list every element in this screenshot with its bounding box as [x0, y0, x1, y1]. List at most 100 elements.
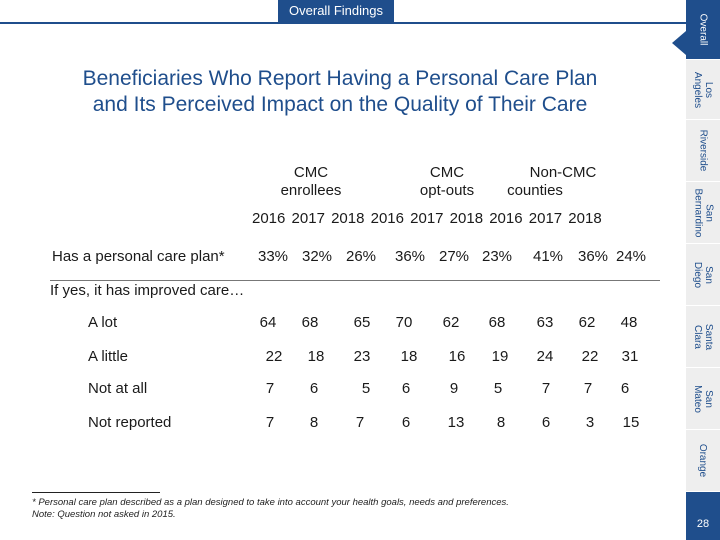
region-tab-label-line: Riverside [697, 129, 709, 172]
table-cell: 5 [361, 380, 371, 397]
region-tab-label-line: Diego [691, 261, 703, 288]
table-cell: 19 [491, 348, 509, 365]
page-title-line-1: Beneficiaries Who Report Having a Person… [82, 67, 598, 90]
plan-value: 26% [346, 248, 377, 265]
group-header-cmc-enrollees: CMC enrollees [268, 164, 354, 200]
page-title-line-2: and Its Perceived Impact on the Quality … [92, 93, 588, 116]
page-number: 28 [696, 518, 710, 530]
table-cell: 65 [353, 314, 371, 331]
table-cell: 68 [488, 314, 506, 331]
region-tab-label: San Diego [692, 261, 714, 287]
group-header-non-cmc-counties: Non-CMC counties [480, 164, 596, 200]
region-tab-rail: Overall Los Angeles Riverside San Bernardino S… [686, 0, 720, 540]
footnote-rule [32, 492, 160, 493]
active-tab-pointer-icon [672, 31, 686, 55]
region-tab-label-line: Bernardino [692, 188, 704, 237]
plan-value: 32% [302, 248, 333, 265]
table-row-label: A lot [88, 314, 118, 331]
region-tab-label: Los Angeles [692, 71, 714, 107]
group-header-line: CMC [293, 164, 329, 181]
region-tab-label-line: Angeles [692, 71, 704, 108]
table-cell: 22 [581, 348, 599, 365]
table-cell: 62 [442, 314, 460, 331]
table-cell: 3 [585, 414, 595, 431]
table-cell: 6 [620, 380, 630, 397]
header-rule [0, 22, 686, 24]
region-tab[interactable]: Los Angeles [686, 60, 720, 120]
region-tab[interactable]: San Bernardino [686, 182, 720, 244]
table-cell: 7 [355, 414, 365, 431]
region-tab[interactable]: Orange [686, 430, 720, 492]
table-cell: 68 [301, 314, 319, 331]
region-tab[interactable]: Riverside [686, 120, 720, 182]
table-cell: 18 [400, 348, 418, 365]
region-tab-label-line: San [702, 265, 714, 284]
group-header-line: CMC [429, 164, 465, 181]
region-tab-label: Santa Clara [692, 323, 714, 349]
page-title: Beneficiaries Who Report Having a Person… [0, 66, 680, 118]
table-cell: 18 [307, 348, 325, 365]
table-cell: 6 [541, 414, 551, 431]
table-cell: 7 [265, 380, 275, 397]
footnote-note: Note: Question not asked in 2015. [32, 509, 176, 520]
table-cell: 62 [578, 314, 596, 331]
table-cell: 23 [353, 348, 371, 365]
region-tab-label-line: Orange [697, 443, 709, 478]
region-tab-label-line: Mateo [691, 384, 703, 413]
subheading-underline [50, 280, 660, 281]
table-cell: 16 [448, 348, 466, 365]
table-cell: 6 [401, 380, 411, 397]
table-cell: 6 [309, 380, 319, 397]
region-tab-label-line: San [703, 203, 715, 222]
footnotes: * Personal care plan described as a plan… [32, 497, 509, 521]
table-cell: 70 [395, 314, 413, 331]
table-cell: 13 [447, 414, 465, 431]
region-tab[interactable]: Santa Clara [686, 306, 720, 368]
table-cell: 24 [536, 348, 554, 365]
region-tab-label: Riverside [698, 130, 709, 172]
improved-care-subheading: If yes, it has improved care… [50, 282, 245, 299]
region-tab-label: San Bernardino [692, 188, 714, 237]
table-row-label: Not at all [88, 380, 148, 397]
plan-value: 36% [395, 248, 426, 265]
region-tab-label: Overall [698, 14, 709, 46]
years-header-row: 2016 2017 2018 2016 2017 2018 2016 2017 … [252, 210, 602, 227]
group-header-line: opt-outs [419, 182, 475, 199]
region-tab[interactable]: San Diego [686, 244, 720, 306]
region-tab[interactable]: San Mateo [686, 368, 720, 430]
group-header-line: counties [507, 182, 563, 199]
plan-value: 23% [482, 248, 513, 265]
region-tab-label-line: Overall [697, 13, 709, 46]
table-cell: 6 [401, 414, 411, 431]
region-tab-label-line: Los [703, 81, 715, 98]
table-cell: 5 [493, 380, 503, 397]
table-cell: 22 [265, 348, 283, 365]
table-cell: 7 [583, 380, 593, 397]
table-row-label: A little [88, 348, 129, 365]
region-tab[interactable]: Overall [686, 0, 720, 60]
group-header-cmc-opt-outs: CMC opt-outs [402, 164, 492, 200]
group-header-line: enrollees [280, 182, 342, 199]
plan-value: 36% [578, 248, 609, 265]
plan-value: 24% [616, 248, 647, 265]
plan-value: 41% [533, 248, 564, 265]
table-cell: 8 [496, 414, 506, 431]
table-cell: 9 [449, 380, 459, 397]
region-tab-label-line: Clara [691, 324, 703, 349]
table-cell: 64 [259, 314, 277, 331]
table-cell: 48 [620, 314, 638, 331]
table-cell: 7 [265, 414, 275, 431]
region-tab-label: Orange [697, 444, 708, 477]
region-tab-label: San Mateo [692, 385, 714, 413]
group-header-line: Non-CMC [529, 164, 597, 181]
plan-value: 33% [258, 248, 289, 265]
plan-row-label: Has a personal care plan* [52, 248, 225, 265]
region-tab-label-line: San [702, 389, 714, 408]
section-tab-overall-findings: Overall Findings [278, 0, 394, 22]
plan-value: 27% [439, 248, 470, 265]
table-cell: 63 [536, 314, 554, 331]
footnote-plan-definition: * Personal care plan described as a plan… [32, 497, 509, 508]
table-row-label: Not reported [88, 414, 172, 431]
table-cell: 7 [541, 380, 551, 397]
table-cell: 31 [621, 348, 639, 365]
